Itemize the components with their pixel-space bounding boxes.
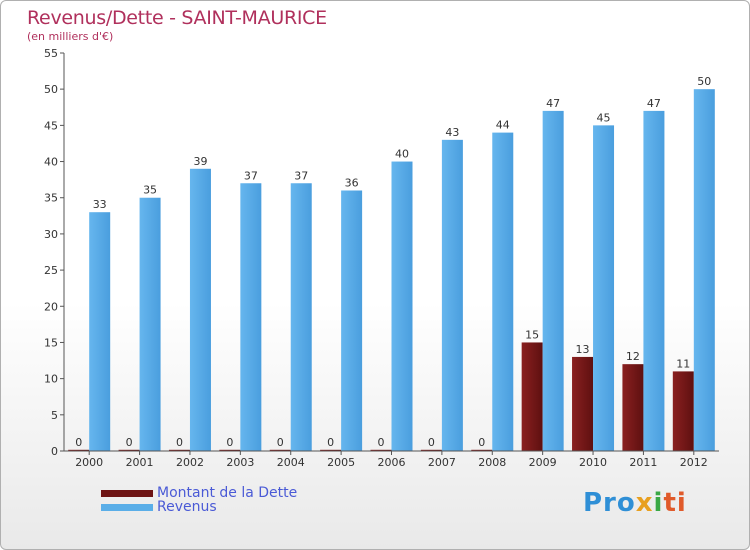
label-dette-2000: 0 (75, 436, 82, 449)
bar-revenus-2010 (593, 125, 615, 451)
x-tick-label-2006: 2006 (378, 456, 406, 469)
bar-revenus-2012 (693, 89, 715, 451)
bar-dette-2008 (471, 449, 493, 451)
label-revenus-2006: 40 (395, 148, 409, 161)
label-revenus-2005: 36 (345, 176, 359, 189)
label-dette-2003: 0 (226, 436, 233, 449)
label-revenus-2011: 47 (647, 97, 661, 110)
logo-part-2: x (635, 488, 654, 518)
label-dette-2007: 0 (428, 436, 435, 449)
label-dette-2008: 0 (478, 436, 485, 449)
y-tick-label-20: 20 (44, 300, 58, 313)
label-dette-2001: 0 (126, 436, 133, 449)
logo-part-4: ti (663, 488, 687, 518)
x-tick-label-2010: 2010 (579, 456, 607, 469)
proxiti-logo: Proxiti (583, 488, 687, 518)
label-revenus-2004: 37 (294, 169, 308, 182)
bar-dette-2000 (68, 449, 90, 451)
y-tick-label-30: 30 (44, 228, 58, 241)
x-tick-label-2008: 2008 (478, 456, 506, 469)
bar-dette-2001 (118, 449, 140, 451)
bar-revenus-2007 (441, 139, 463, 451)
bar-revenus-2001 (139, 197, 161, 451)
bar-revenus-2005 (341, 190, 363, 451)
y-tick-label-50: 50 (44, 83, 58, 96)
bar-revenus-2002 (189, 168, 211, 452)
bar-revenus-2011 (643, 110, 665, 452)
x-tick-label-2002: 2002 (176, 456, 204, 469)
x-tick-label-2012: 2012 (680, 456, 708, 469)
label-dette-2006: 0 (378, 436, 385, 449)
bar-dette-2009 (521, 342, 543, 451)
x-tick-label-2003: 2003 (226, 456, 254, 469)
y-tick-label-0: 0 (51, 445, 58, 458)
logo-part-1: Pro (583, 488, 636, 518)
label-revenus-2010: 45 (597, 111, 611, 124)
x-tick-label-2009: 2009 (529, 456, 557, 469)
legend-swatch-revenus (101, 504, 153, 511)
bar-dette-2012 (672, 371, 694, 451)
y-tick-label-40: 40 (44, 156, 58, 169)
label-revenus-2002: 39 (193, 155, 207, 168)
chart-subtitle: (en milliers d'€) (27, 30, 114, 43)
bar-dette-2011 (622, 364, 644, 451)
x-tick-label-2004: 2004 (277, 456, 305, 469)
legend-swatch-dette (101, 490, 153, 497)
x-tick-label-2005: 2005 (327, 456, 355, 469)
x-tick-label-2001: 2001 (126, 456, 154, 469)
bar-dette-2002 (168, 449, 190, 451)
label-dette-2010: 13 (576, 343, 590, 356)
legend-label-revenus: Revenus (157, 499, 217, 515)
bar-revenus-2006 (391, 161, 413, 451)
bar-dette-2010 (572, 356, 594, 451)
y-tick-label-5: 5 (51, 409, 58, 422)
bars-group: 0 33 0 35 0 39 0 37 0 37 0 36 0 40 0 43 0 44 15 47 13 45 12 47 1… (68, 75, 715, 452)
label-revenus-2000: 33 (93, 198, 107, 211)
label-revenus-2008: 44 (496, 119, 510, 132)
label-revenus-2007: 43 (445, 126, 459, 139)
label-revenus-2009: 47 (546, 97, 560, 110)
y-tick-label-25: 25 (44, 264, 58, 277)
x-tick-label-2011: 2011 (629, 456, 657, 469)
bar-revenus-2008 (492, 132, 514, 451)
y-tick-label-15: 15 (44, 336, 58, 349)
y-tick-label-35: 35 (44, 192, 58, 205)
bar-revenus-2004 (290, 183, 312, 451)
bar-dette-2004 (269, 449, 291, 451)
y-tick-label-45: 45 (44, 119, 58, 132)
bar-revenus-2003 (240, 183, 262, 451)
label-dette-2004: 0 (277, 436, 284, 449)
label-revenus-2012: 50 (697, 75, 711, 88)
bar-dette-2003 (219, 449, 241, 451)
y-tick-label-55: 55 (44, 47, 58, 60)
label-dette-2009: 15 (525, 328, 539, 341)
x-tick-label-2007: 2007 (428, 456, 456, 469)
bar-revenus-2000 (89, 212, 111, 451)
y-tick-label-10: 10 (44, 373, 58, 386)
logo-part-3: i (653, 488, 664, 518)
bar-revenus-2009 (542, 110, 564, 452)
bar-dette-2006 (370, 449, 392, 451)
label-dette-2012: 11 (676, 357, 690, 370)
bar-dette-2005 (320, 449, 342, 451)
label-revenus-2001: 35 (143, 184, 157, 197)
bar-dette-2007 (420, 449, 442, 451)
label-dette-2002: 0 (176, 436, 183, 449)
label-dette-2011: 12 (626, 350, 640, 363)
label-revenus-2003: 37 (244, 169, 258, 182)
label-dette-2005: 0 (327, 436, 334, 449)
axes-group: 2000 2001 2002 2003 2004 2005 2006 2007 2008 2009… (44, 47, 719, 469)
x-tick-label-2000: 2000 (75, 456, 103, 469)
legend-label-dette: Montant de la Dette (157, 485, 298, 501)
chart-title: Revenus/Dette - SAINT-MAURICE (27, 7, 327, 29)
